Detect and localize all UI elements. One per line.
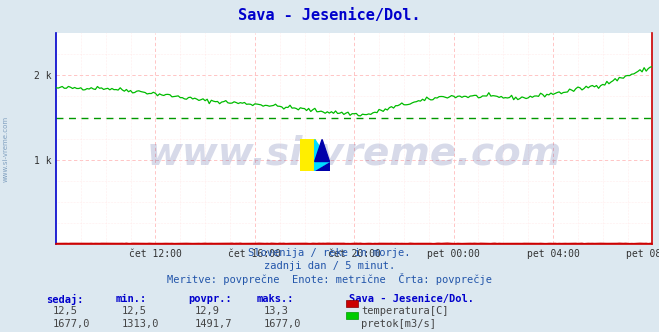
Text: pretok[m3/s]: pretok[m3/s] [361,319,436,329]
Text: www.si-vreme.com: www.si-vreme.com [2,116,9,183]
Polygon shape [315,162,330,171]
Text: Meritve: povprečne  Enote: metrične  Črta: povprečje: Meritve: povprečne Enote: metrične Črta:… [167,273,492,285]
Text: Slovenija / reke in morje.: Slovenija / reke in morje. [248,248,411,258]
Text: 12,9: 12,9 [194,306,219,316]
Text: maks.:: maks.: [257,294,295,304]
Text: 1491,7: 1491,7 [194,319,232,329]
Text: 1677,0: 1677,0 [53,319,90,329]
Text: Sava - Jesenice/Dol.: Sava - Jesenice/Dol. [349,294,474,304]
Text: sedaj:: sedaj: [46,294,84,305]
Polygon shape [315,139,330,171]
Text: 13,3: 13,3 [264,306,289,316]
Text: min.:: min.: [115,294,146,304]
Polygon shape [300,139,315,171]
Text: 12,5: 12,5 [122,306,147,316]
Text: 1313,0: 1313,0 [122,319,159,329]
Text: povpr.:: povpr.: [188,294,231,304]
Text: Sava - Jesenice/Dol.: Sava - Jesenice/Dol. [239,8,420,23]
Text: www.si-vreme.com: www.si-vreme.com [146,134,562,172]
Text: zadnji dan / 5 minut.: zadnji dan / 5 minut. [264,261,395,271]
Text: temperatura[C]: temperatura[C] [361,306,449,316]
Polygon shape [315,139,330,162]
Text: 1677,0: 1677,0 [264,319,301,329]
Text: 12,5: 12,5 [53,306,78,316]
